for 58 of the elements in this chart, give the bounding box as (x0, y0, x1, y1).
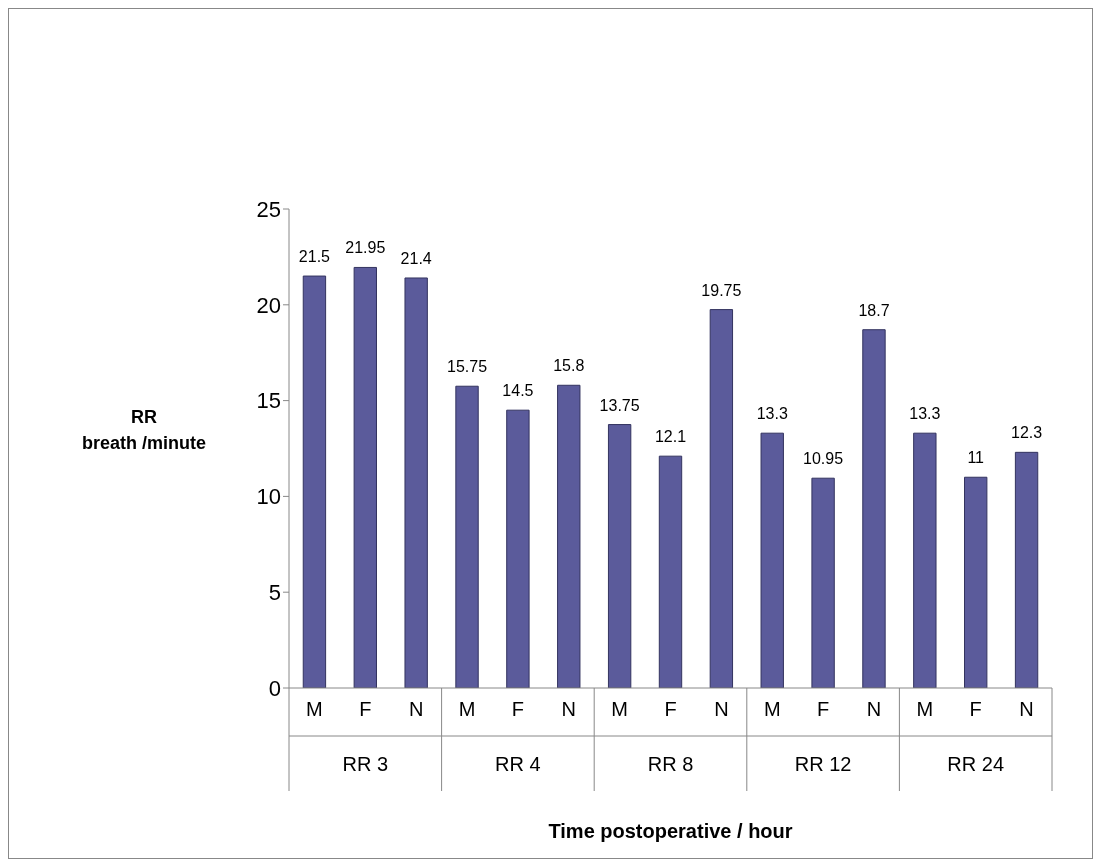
bar (658, 455, 683, 688)
y-tick-label: 0 (268, 675, 281, 701)
bar (607, 424, 632, 688)
text: RR 8 (647, 753, 694, 775)
bar (455, 385, 479, 688)
data-label: 15.8 (553, 357, 585, 375)
bar (709, 309, 734, 688)
bar (760, 432, 784, 688)
y-tick-label: 15 (256, 388, 281, 414)
x-tick-label: N (714, 698, 729, 720)
bar (404, 277, 428, 688)
data-label: 21.4 (400, 249, 432, 267)
x-tick-label: M (763, 698, 781, 720)
text: RR 4 (495, 753, 541, 775)
x-tick-label: F (359, 698, 372, 720)
x-tick-label: M (458, 698, 476, 720)
x-tick-label: F (969, 698, 982, 720)
data-label: 13.75 (599, 396, 640, 414)
bar (913, 432, 937, 688)
x-tick-label: N (561, 698, 576, 720)
data-label: 11 (967, 449, 985, 467)
data-label: 12.3 (1011, 424, 1043, 442)
text: RR 12 (794, 753, 852, 775)
y-axis-title: RR breath /minute (81, 406, 207, 455)
x-tick-label: M (611, 698, 628, 720)
x-tick-label: N (408, 698, 424, 720)
bar (811, 477, 835, 688)
data-label: 13.3 (909, 405, 941, 423)
bar (302, 275, 327, 688)
data-label: 10.95 (803, 450, 844, 468)
bar (353, 266, 377, 688)
bar (964, 476, 988, 688)
bar (1014, 451, 1039, 688)
bar (557, 384, 581, 688)
x-axis-title: Time postoperative / hour (548, 820, 793, 842)
y-tick-label: 20 (256, 292, 281, 318)
bar (862, 329, 886, 688)
data-label: 21.95 (345, 239, 386, 257)
data-label: 18.7 (858, 301, 890, 319)
data-label: 15.75 (447, 358, 488, 376)
x-tick-label: F (664, 698, 677, 720)
text: RR 24 (947, 753, 1005, 775)
data-label: 13.3 (756, 405, 788, 423)
x-tick-label: M (306, 698, 323, 720)
x-tick-label: F (511, 698, 525, 720)
y-tick-label: 25 (256, 196, 281, 222)
x-tick-label: M (916, 698, 934, 720)
data-label: 19.75 (701, 281, 742, 299)
data-label: 21.5 (298, 248, 331, 266)
text: RR 3 (342, 753, 389, 775)
y-tick-label: 10 (256, 484, 281, 510)
x-tick-label: N (1019, 698, 1034, 720)
x-tick-label: F (816, 698, 830, 720)
bar (506, 409, 530, 688)
data-label: 14.5 (502, 382, 534, 400)
data-label: 12.1 (654, 428, 687, 446)
x-tick-label: N (866, 698, 882, 720)
y-tick-label: 5 (268, 580, 281, 606)
